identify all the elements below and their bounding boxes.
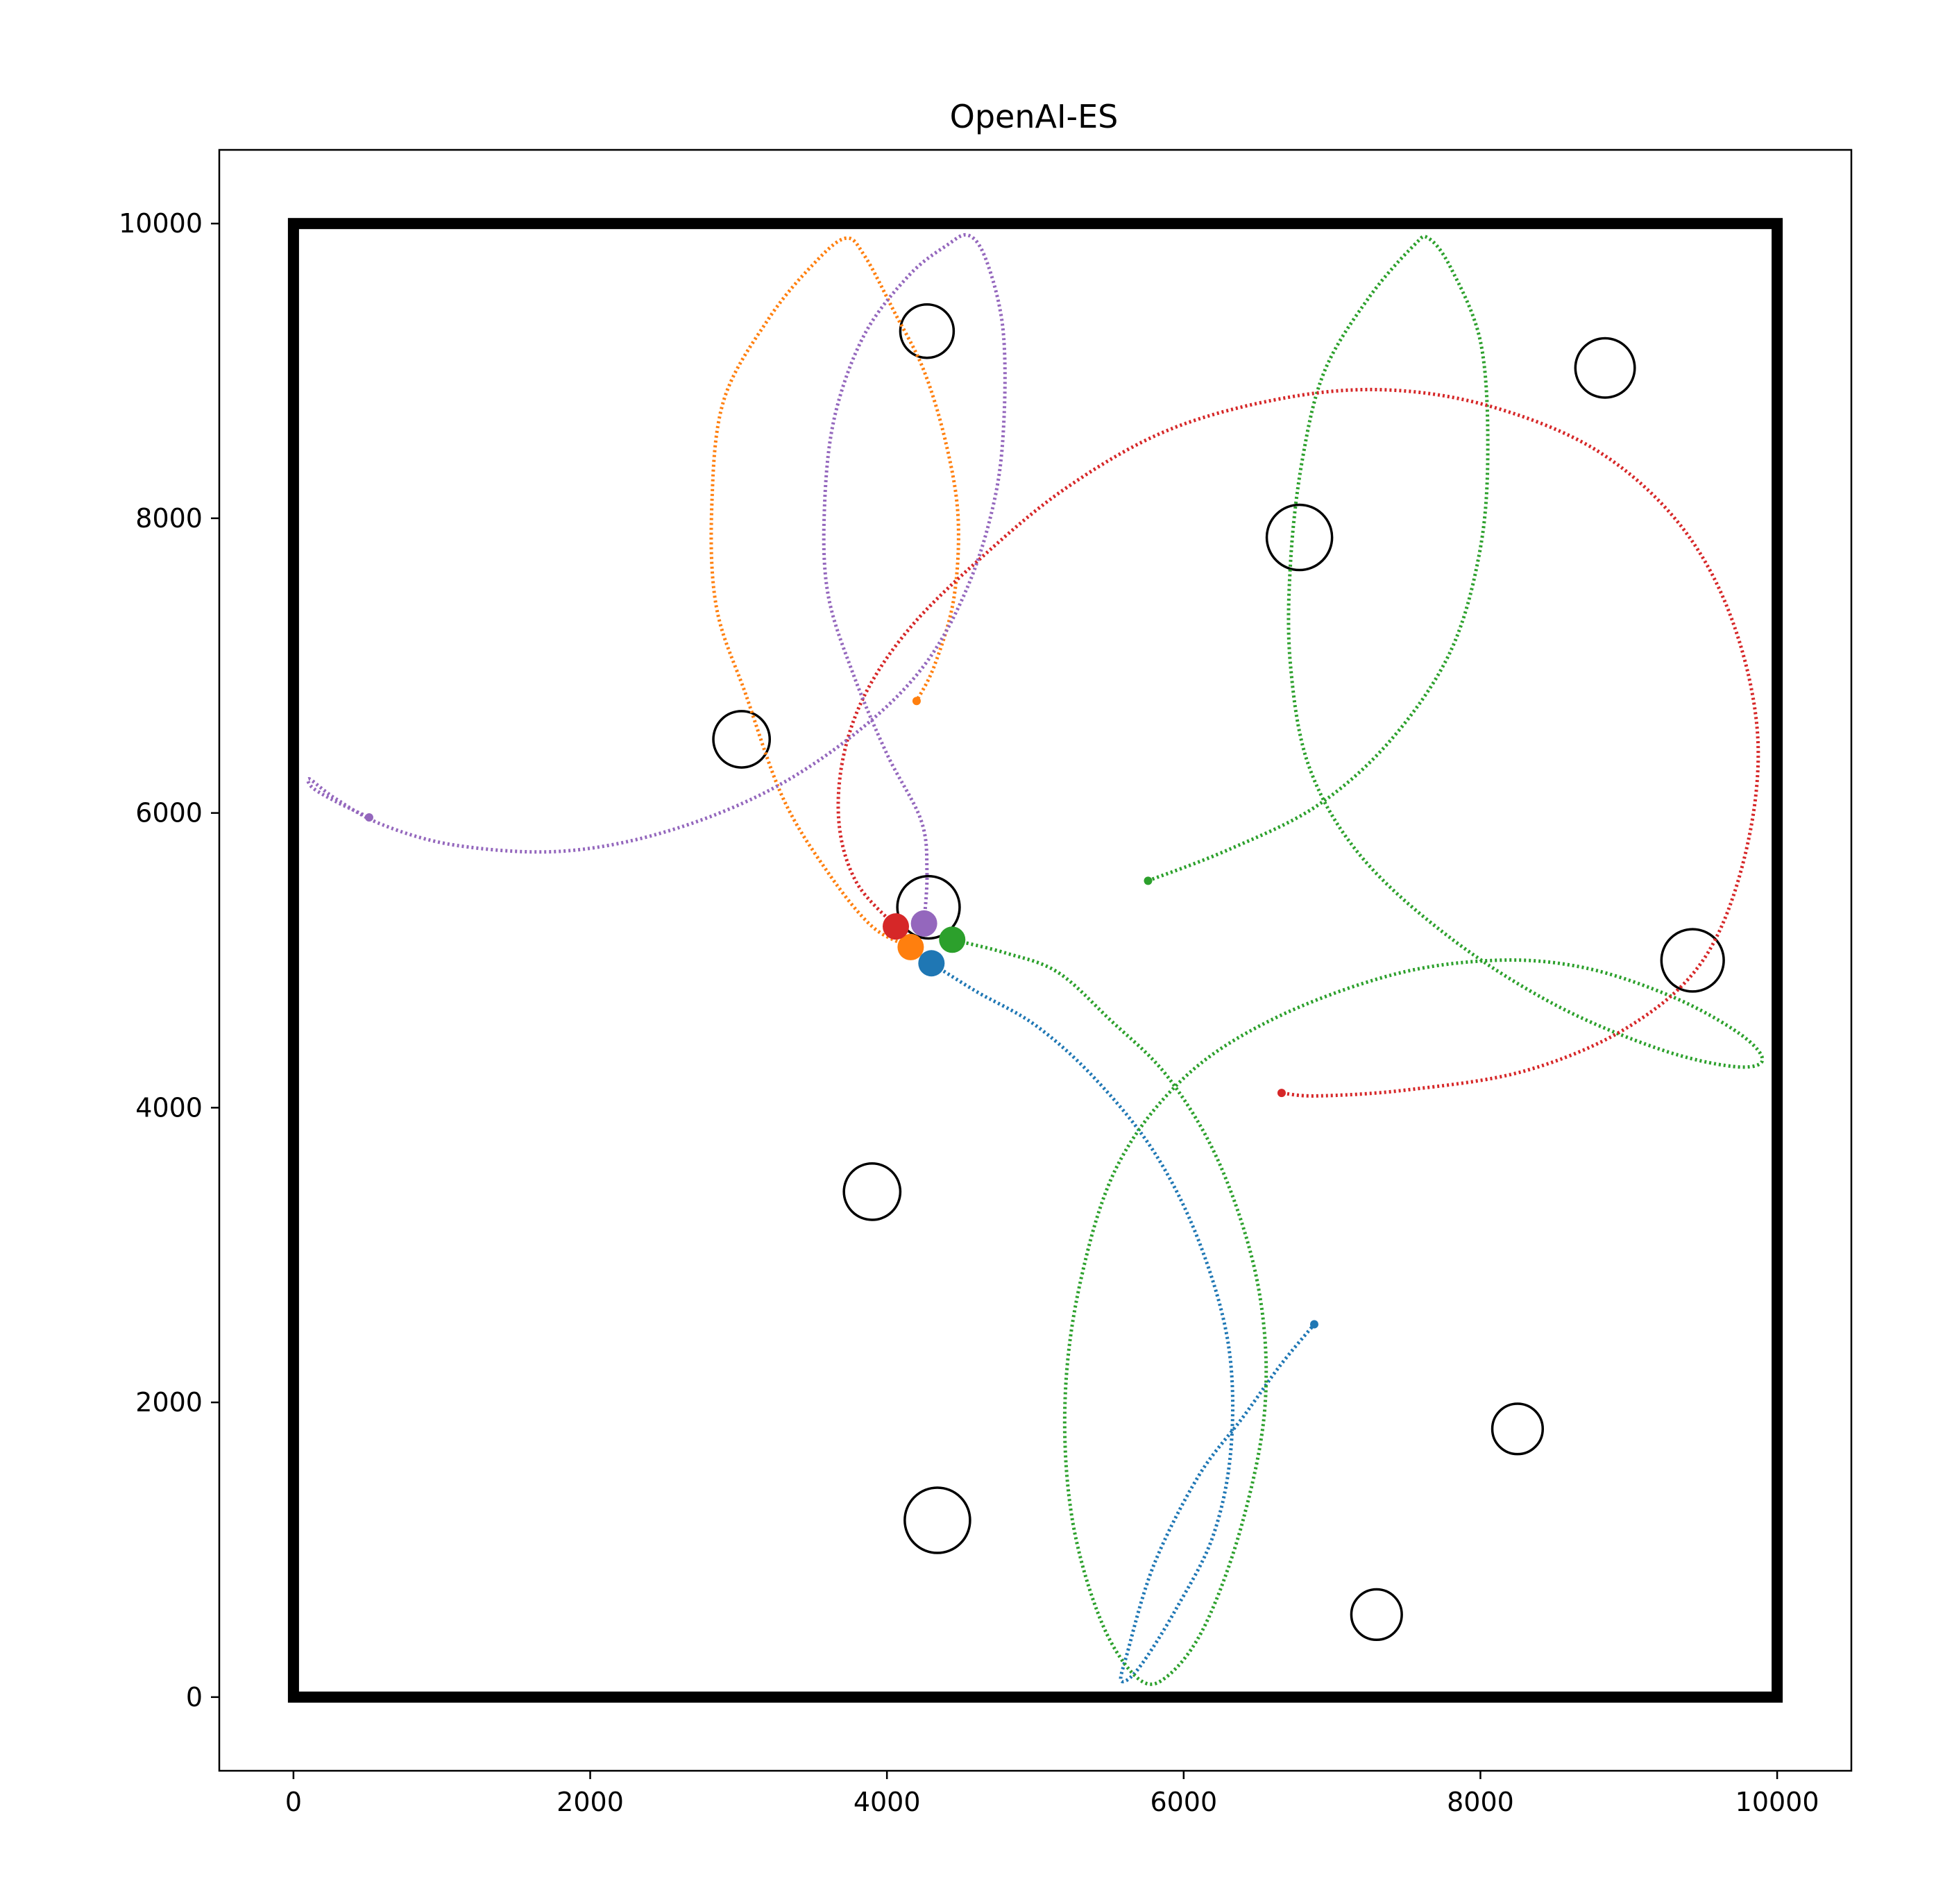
trajectory-end-point-3 <box>1144 876 1153 885</box>
axes-layer: 0 2000 4000 6000 8000 10000 0 2000 4000 6000 8000 1… <box>119 148 1853 1817</box>
trajectory-end-point-4 <box>1277 1089 1286 1098</box>
obstacles-layer <box>712 303 1725 1641</box>
trajectory-start-marker-1 <box>918 950 945 977</box>
chart-title: OpenAI-ES <box>950 98 1119 135</box>
obstacle-circle-9 <box>903 1486 971 1554</box>
trajectory-end-point-1 <box>1309 1320 1318 1329</box>
obstacle-circle-4 <box>712 710 772 769</box>
trajectory-end-point-5 <box>364 813 373 822</box>
x-tick-label-3: 4000 <box>854 1787 921 1817</box>
y-tick-label-5: 8000 <box>135 503 203 534</box>
obstacle-circle-7 <box>842 1162 902 1221</box>
obstacle-circle-10 <box>1350 1588 1403 1641</box>
trajectory-series-5 <box>306 232 1007 924</box>
trajectory-series-4 <box>836 387 1760 1098</box>
obstacle-circle-8 <box>1491 1402 1545 1456</box>
trajectory-start-marker-4 <box>883 913 910 940</box>
trajectory-series-1 <box>930 962 1316 1683</box>
axes-frame <box>218 148 1853 1772</box>
trajectory-start-marker-2 <box>897 933 924 960</box>
obstacle-circle-3 <box>1265 503 1334 572</box>
arena-border <box>287 218 1783 1703</box>
y-tick-label-3: 4000 <box>135 1092 203 1123</box>
obstacle-circle-5 <box>896 874 961 940</box>
x-tick-label-1: 0 <box>285 1787 302 1817</box>
markers-layer <box>883 910 966 977</box>
x-tick-label-6: 10000 <box>1735 1787 1819 1817</box>
trajectories-layer <box>306 232 1765 1686</box>
trajectory-start-marker-3 <box>939 926 966 953</box>
y-tick-label-4: 6000 <box>135 798 203 828</box>
y-tick-label-6: 10000 <box>119 208 203 239</box>
trajectory-start-marker-5 <box>910 910 937 937</box>
x-tick-label-4: 6000 <box>1150 1787 1217 1817</box>
trajectory-series-2 <box>709 236 960 949</box>
trajectory-end-point-2 <box>912 697 921 706</box>
obstacle-circle-1 <box>899 303 956 359</box>
y-tick-label-2: 2000 <box>135 1387 203 1418</box>
obstacle-circle-2 <box>1574 337 1636 399</box>
x-tick-label-2: 2000 <box>557 1787 624 1817</box>
y-tick-label-1: 0 <box>186 1682 203 1712</box>
x-tick-label-5: 8000 <box>1447 1787 1514 1817</box>
arena-layer <box>287 218 1783 1703</box>
obstacle-circle-6 <box>1660 928 1725 993</box>
